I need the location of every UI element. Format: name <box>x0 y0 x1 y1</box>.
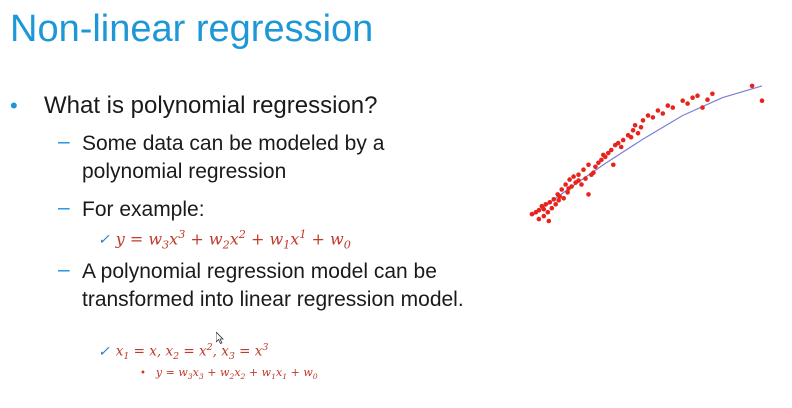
data-point <box>561 196 566 201</box>
linear-form-equation: • y = w3x3 + w2x2 + w1x1 + w0 <box>140 366 318 381</box>
data-point <box>563 182 568 187</box>
points-group <box>529 83 765 224</box>
data-point <box>632 123 638 128</box>
subbullet-3-text: A polynomial regression model can be tra… <box>82 260 464 311</box>
data-point <box>615 140 621 146</box>
data-point <box>536 207 542 213</box>
data-point <box>749 83 755 89</box>
data-point <box>680 98 685 103</box>
data-point <box>571 174 576 179</box>
data-point <box>655 108 661 113</box>
data-point <box>581 167 586 172</box>
checkmark-icon: ✓ <box>98 232 110 249</box>
data-point <box>547 200 553 205</box>
scatter-chart <box>529 83 765 224</box>
data-point <box>565 190 570 195</box>
data-point <box>591 170 596 175</box>
bullet-main: • What is polynomial regression? <box>10 92 377 120</box>
data-point <box>557 194 562 199</box>
subbullet-3: – A polynomial regression model can be t… <box>58 258 472 314</box>
data-point <box>567 177 572 182</box>
dash-marker: – <box>58 196 70 219</box>
data-point <box>576 178 581 183</box>
data-point <box>529 211 535 217</box>
example-equation-text: y = w3x3 + w2x2 + w1x1 + w0 <box>115 228 351 252</box>
data-point <box>665 103 671 108</box>
data-point <box>579 182 584 187</box>
data-point <box>583 176 588 181</box>
data-point <box>650 115 656 120</box>
bullet-main-text: What is polynomial regression? <box>44 92 378 119</box>
data-point <box>685 101 690 106</box>
data-point <box>576 172 581 177</box>
data-point <box>700 105 705 110</box>
bullet-dot: • <box>140 368 146 379</box>
data-point <box>609 147 614 153</box>
substitution-equation: ✓ x1 = x, x2 = x2, x3 = x3 <box>98 342 268 362</box>
data-point <box>635 130 641 136</box>
data-point <box>559 187 564 192</box>
data-point <box>690 95 695 100</box>
data-point <box>695 93 700 98</box>
checkmark-icon: ✓ <box>98 343 110 360</box>
subbullet-1: – Some data can be modeled by a polynomi… <box>58 130 442 186</box>
example-equation: ✓ y = w3x3 + w2x2 + w1x1 + w0 <box>98 228 351 252</box>
data-point <box>670 105 676 110</box>
data-point <box>606 150 611 156</box>
data-point <box>549 205 555 211</box>
data-point <box>628 134 634 140</box>
linear-form-equation-text: y = w3x3 + w2x2 + w1x1 + w0 <box>155 366 318 382</box>
subbullet-2-text: For example: <box>82 198 205 221</box>
data-point <box>543 202 549 207</box>
data-point <box>566 186 571 191</box>
dash-marker: – <box>58 130 70 153</box>
data-point <box>586 192 591 197</box>
data-point <box>546 218 552 224</box>
data-point <box>553 202 558 207</box>
data-point <box>599 157 604 163</box>
data-point <box>586 162 591 168</box>
data-point <box>645 113 651 118</box>
data-point <box>545 209 551 215</box>
data-point <box>593 164 598 170</box>
fit-curve <box>531 85 763 217</box>
data-point <box>611 162 616 168</box>
data-point <box>556 198 561 203</box>
data-point <box>620 137 626 143</box>
bullet-dot: • <box>10 93 18 118</box>
data-point <box>541 213 547 219</box>
data-point <box>541 206 547 212</box>
data-point <box>710 91 715 97</box>
data-point <box>630 128 636 133</box>
data-point <box>618 144 624 150</box>
dash-marker: – <box>58 258 70 281</box>
substitution-equation-text: x1 = x, x2 = x2, x3 = x3 <box>115 342 269 363</box>
data-point <box>603 154 608 160</box>
data-point <box>640 118 646 123</box>
slide-title: Non-linear regression <box>10 8 374 50</box>
data-point <box>536 216 542 222</box>
data-point <box>705 97 710 102</box>
data-point <box>660 111 666 116</box>
data-point <box>759 98 765 103</box>
mouse-cursor-icon <box>216 332 224 344</box>
data-point <box>551 197 557 202</box>
data-point <box>638 125 644 130</box>
subbullet-2: – For example: <box>58 196 205 224</box>
subbullet-1-text: Some data can be modeled by a polynomial… <box>82 132 385 183</box>
data-point <box>596 160 601 166</box>
